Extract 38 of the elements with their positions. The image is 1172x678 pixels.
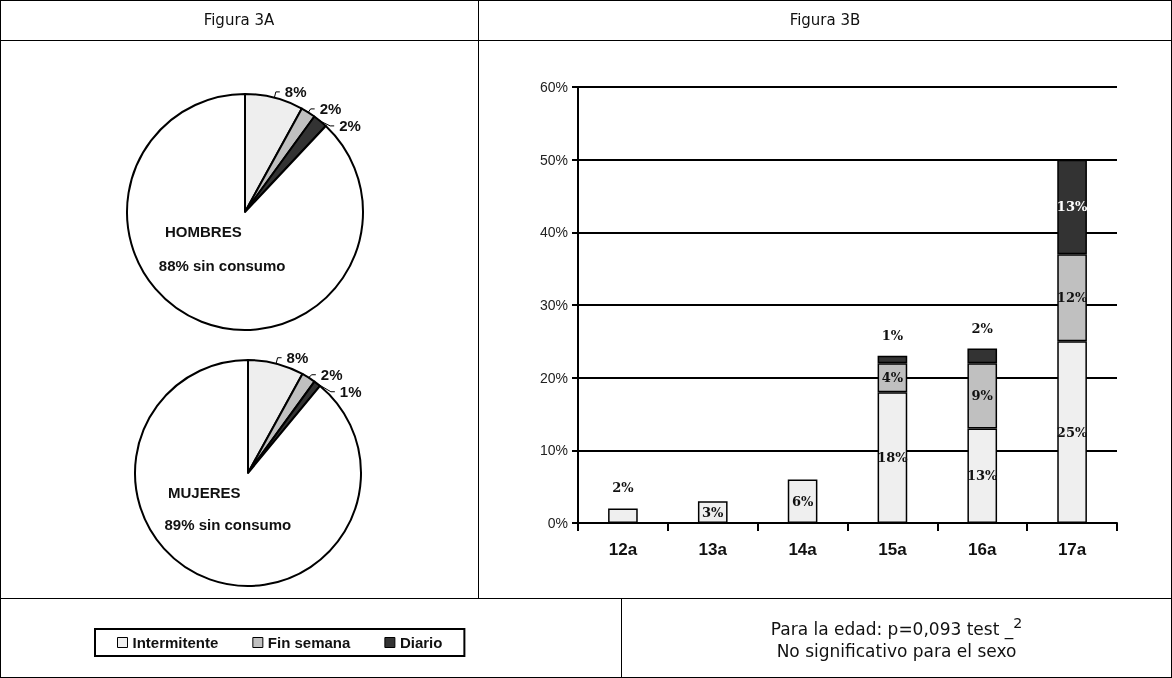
text: Para la edad: p=0,093 test _$^{2}$ bbox=[769, 614, 1024, 640]
legend-label: Fin semana bbox=[267, 634, 352, 651]
y-tick-label: 60% bbox=[539, 79, 568, 95]
data-label: 2% bbox=[971, 320, 994, 336]
data-label: 9% bbox=[971, 388, 994, 404]
y-tick-label: 20% bbox=[539, 369, 568, 386]
chart-title: Figura 3B bbox=[788, 10, 862, 31]
legend-label: Diario bbox=[399, 634, 443, 651]
x-tick-label: 15a bbox=[878, 540, 908, 559]
data-label: 6% bbox=[791, 493, 814, 509]
y-tick-label: 30% bbox=[539, 297, 568, 313]
legend-label: Intermitente bbox=[132, 634, 219, 651]
data-label: 88% sin consumo bbox=[158, 257, 286, 275]
text: HOMBRES bbox=[165, 223, 242, 240]
y-tick-label: 40% bbox=[539, 224, 568, 241]
data-label: 1% bbox=[339, 383, 362, 401]
y-tick-label: 0% bbox=[547, 515, 568, 531]
data-label: 3% bbox=[702, 504, 725, 520]
data-label: 1% bbox=[881, 327, 904, 343]
data-label: 8% bbox=[284, 83, 307, 101]
data-label: 13% bbox=[1056, 199, 1088, 215]
y-tick-label: 10% bbox=[539, 442, 568, 459]
chart-title: Figura 3A bbox=[202, 10, 276, 31]
data-label: 2% bbox=[320, 366, 343, 384]
x-tick-label: 14a bbox=[788, 540, 818, 559]
x-tick-label: 12a bbox=[608, 540, 638, 559]
data-label: 2% bbox=[612, 480, 635, 496]
x-tick-label: 13a bbox=[698, 540, 728, 559]
x-tick-label: 16a bbox=[968, 540, 997, 559]
data-label: 8% bbox=[286, 349, 309, 367]
y-tick-label: 50% bbox=[539, 151, 568, 168]
data-label: 4% bbox=[881, 370, 904, 386]
data-label: 2% bbox=[339, 117, 361, 135]
text: MUJERES bbox=[168, 484, 241, 501]
text: No significativo para el sexo bbox=[775, 640, 1018, 662]
data-label: 89% sin consumo bbox=[164, 516, 292, 534]
x-tick-label: 17a bbox=[1057, 540, 1087, 559]
data-label: 2% bbox=[319, 100, 342, 118]
